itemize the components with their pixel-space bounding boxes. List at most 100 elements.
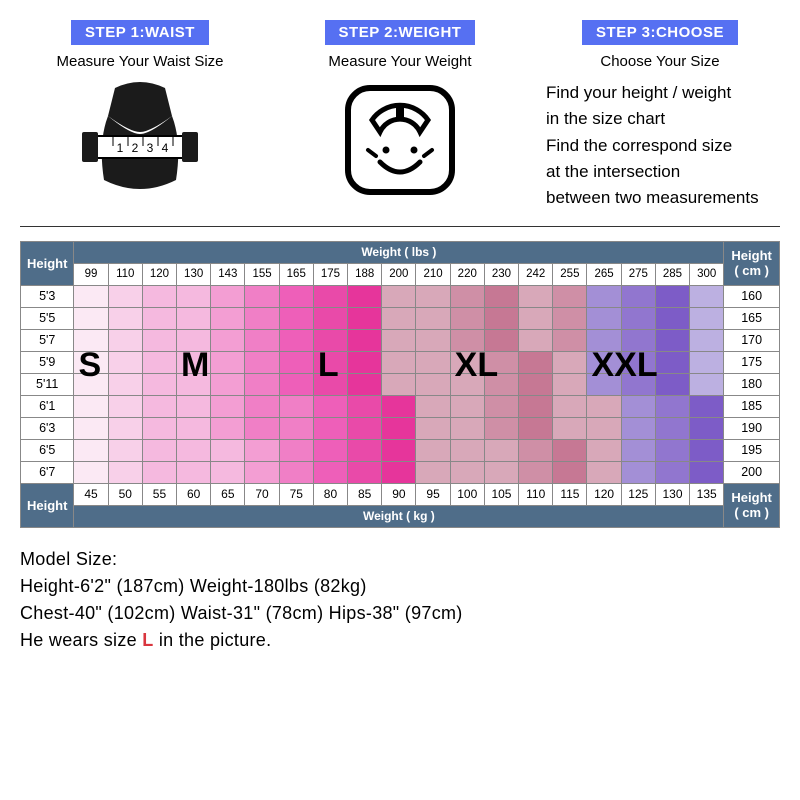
lbs-value: 285: [655, 263, 689, 285]
size-cell: [484, 461, 518, 483]
size-cell: [690, 351, 724, 373]
size-cell: [484, 285, 518, 307]
svg-text:1: 1: [117, 141, 124, 155]
size-cell: [211, 417, 245, 439]
size-cell: [279, 329, 313, 351]
size-cell: [211, 285, 245, 307]
model-size-title: Model Size:: [20, 546, 780, 573]
size-cell: XXL: [587, 351, 621, 373]
size-cell: [416, 461, 450, 483]
kg-value: 120: [587, 483, 621, 505]
lbs-value: 175: [313, 263, 347, 285]
size-cell: [108, 395, 142, 417]
size-cell: XL: [450, 351, 484, 373]
size-cell: [108, 461, 142, 483]
size-cell: [382, 395, 416, 417]
height-ft: 5'3: [21, 285, 74, 307]
height-cm: 160: [724, 285, 780, 307]
size-cell: [655, 417, 689, 439]
height-ft: 5'5: [21, 307, 74, 329]
size-cell: [655, 395, 689, 417]
size-cell: [313, 307, 347, 329]
model-size-line2: Chest-40" (102cm) Waist-31" (78cm) Hips-…: [20, 600, 780, 627]
size-cell: [74, 329, 108, 351]
size-cell: [519, 395, 553, 417]
size-cell: [587, 395, 621, 417]
height-cm: 200: [724, 461, 780, 483]
size-cell: [690, 307, 724, 329]
size-cell: [450, 373, 484, 395]
size-cell: [142, 461, 176, 483]
size-cell: [621, 373, 655, 395]
size-cell: [245, 351, 279, 373]
size-cell: M: [177, 351, 211, 373]
size-cell: [655, 307, 689, 329]
size-cell: [74, 439, 108, 461]
kg-value: 50: [108, 483, 142, 505]
size-cell: [108, 351, 142, 373]
step-2-sub: Measure Your Weight: [280, 53, 520, 70]
size-cell: [245, 395, 279, 417]
size-cell: [655, 439, 689, 461]
height-ft: 5'7: [21, 329, 74, 351]
size-cell: [587, 373, 621, 395]
lbs-value: 143: [211, 263, 245, 285]
size-cell: [450, 439, 484, 461]
lbs-value: 242: [519, 263, 553, 285]
lbs-value: 210: [416, 263, 450, 285]
height-cm: 165: [724, 307, 780, 329]
step-3: STEP 3:CHOOSE Choose Your Size Find your…: [540, 20, 780, 212]
hdr-height-left: Height: [21, 241, 74, 285]
size-cell: [279, 285, 313, 307]
size-cell: [348, 329, 382, 351]
size-cell: [519, 417, 553, 439]
height-ft: 6'3: [21, 417, 74, 439]
step-3-desc-line: between two measurements: [546, 185, 774, 211]
size-cell: [245, 285, 279, 307]
model-size-block: Model Size: Height-6'2" (187cm) Weight-1…: [20, 546, 780, 654]
size-cell: [211, 439, 245, 461]
size-cell: [416, 285, 450, 307]
lbs-value: 188: [348, 263, 382, 285]
height-ft: 6'1: [21, 395, 74, 417]
size-cell: [655, 351, 689, 373]
size-cell: [279, 461, 313, 483]
kg-value: 110: [519, 483, 553, 505]
size-cell: [108, 307, 142, 329]
size-cell: [587, 285, 621, 307]
lbs-value: 220: [450, 263, 484, 285]
size-cell: [177, 329, 211, 351]
size-cell: [245, 307, 279, 329]
height-ft: 6'5: [21, 439, 74, 461]
size-cell: [108, 373, 142, 395]
lbs-value: 110: [108, 263, 142, 285]
size-cell: [382, 307, 416, 329]
size-cell: [553, 439, 587, 461]
lbs-value: 265: [587, 263, 621, 285]
kg-value: 80: [313, 483, 347, 505]
step-3-sub: Choose Your Size: [540, 53, 780, 70]
hdr-weight-kg: Weight ( kg ): [74, 505, 724, 527]
step-3-desc: Find your height / weightin the size cha…: [540, 80, 780, 212]
size-cell: [690, 417, 724, 439]
size-cell: [142, 351, 176, 373]
size-cell: [484, 439, 518, 461]
size-cell: [108, 439, 142, 461]
size-cell: [484, 329, 518, 351]
size-cell: [553, 417, 587, 439]
size-cell: [348, 285, 382, 307]
kg-value: 115: [553, 483, 587, 505]
size-chart: HeightWeight ( lbs )Height( cm )99110120…: [20, 241, 780, 528]
size-cell: [690, 285, 724, 307]
step-1: STEP 1:WAIST Measure Your Waist Size 12 …: [20, 20, 260, 212]
size-cell: [211, 307, 245, 329]
hdr-weight-lbs: Weight ( lbs ): [74, 241, 724, 263]
size-cell: [416, 329, 450, 351]
size-cell: [655, 461, 689, 483]
size-cell: [211, 329, 245, 351]
size-cell: [142, 417, 176, 439]
step-2: STEP 2:WEIGHT Measure Your Weight: [280, 20, 520, 212]
hdr-height-bottom: Height: [21, 483, 74, 527]
size-cell: [177, 285, 211, 307]
step-1-sub: Measure Your Waist Size: [20, 53, 260, 70]
